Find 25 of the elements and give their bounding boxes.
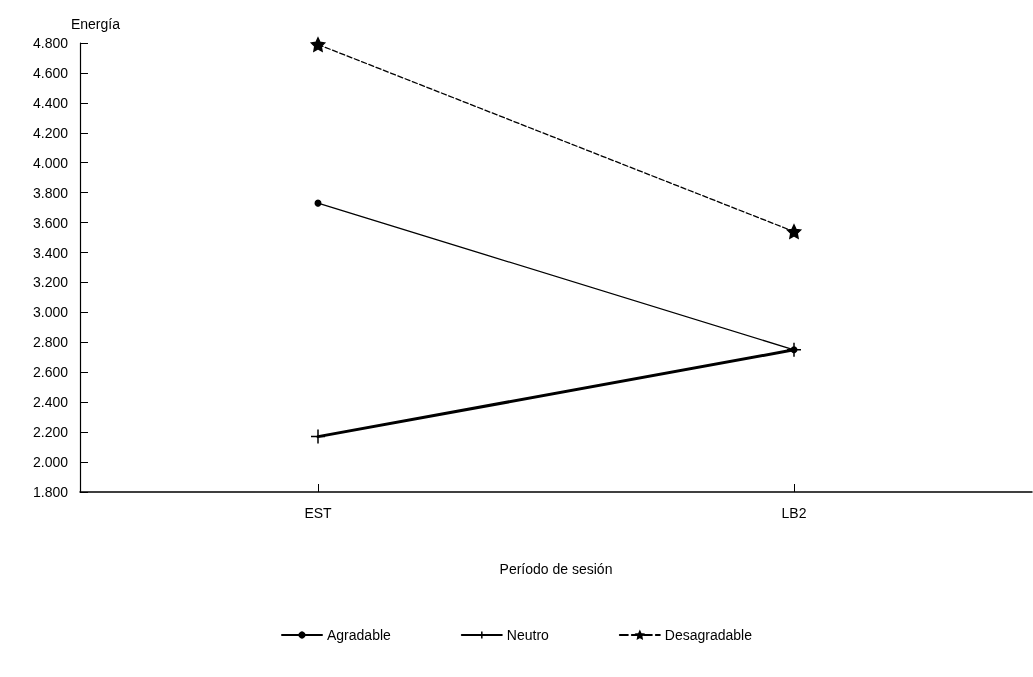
legend-label: Desagradable xyxy=(664,627,753,643)
y-tick-label: 3.400 xyxy=(32,244,69,261)
y-tick-label: 3.800 xyxy=(32,184,69,201)
y-tick-label: 4.000 xyxy=(32,154,69,171)
y-tick-label: 3.200 xyxy=(32,274,69,291)
y-tick-label: 2.400 xyxy=(32,394,69,411)
legend-label: Neutro xyxy=(506,627,550,643)
legend-label: Agradable xyxy=(326,627,392,643)
x-tick-label: LB2 xyxy=(781,505,807,521)
x-axis-title: Período de sesión xyxy=(499,561,613,577)
y-tick-label: 4.600 xyxy=(32,64,69,81)
y-tick-label: 2.800 xyxy=(32,334,69,351)
y-tick-label: 4.800 xyxy=(32,35,69,51)
point xyxy=(310,37,326,52)
y-tick-label: 2.200 xyxy=(32,424,69,441)
y-tick-label: 1.800 xyxy=(32,484,69,500)
y-tick-label: 3.600 xyxy=(32,214,69,231)
y-tick-label: 4.200 xyxy=(32,124,69,141)
point xyxy=(786,224,802,239)
y-tick-label: 2.000 xyxy=(32,454,69,471)
y-tick-label: 4.400 xyxy=(32,94,69,111)
y-tick-label: 3.000 xyxy=(32,304,69,321)
y-tick-label: 2.600 xyxy=(32,364,69,381)
x-tick-label: EST xyxy=(304,505,333,521)
y-axis-title: Energía xyxy=(70,16,121,32)
